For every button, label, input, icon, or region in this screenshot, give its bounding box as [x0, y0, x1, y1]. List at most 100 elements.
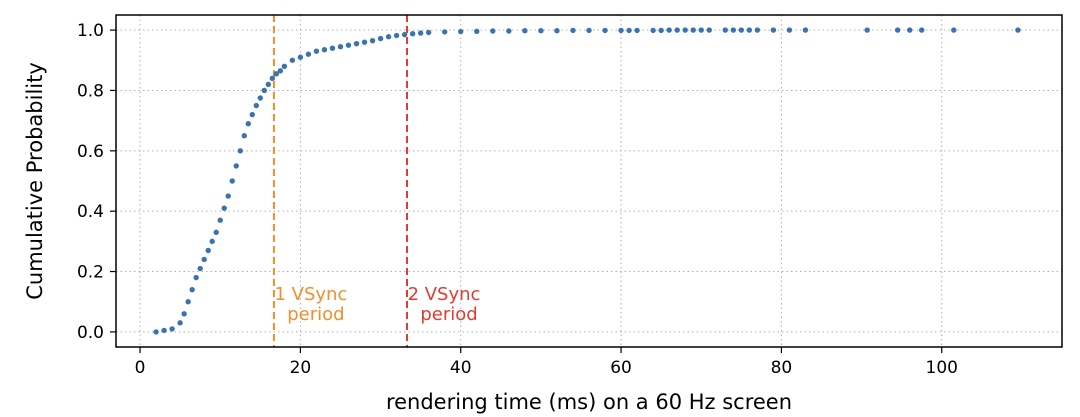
- data-point: [177, 320, 183, 326]
- data-point: [169, 326, 175, 332]
- data-point: [1015, 27, 1021, 33]
- data-point: [345, 42, 352, 48]
- data-point: [185, 299, 191, 305]
- data-point: [919, 27, 925, 33]
- data-point: [361, 39, 368, 45]
- grid-lines: [116, 15, 1062, 347]
- vsync-label-line2: period: [420, 304, 477, 325]
- data-point: [257, 95, 264, 101]
- data-point: [458, 28, 464, 35]
- data-point: [393, 32, 400, 39]
- data-point: [730, 27, 737, 33]
- data-point: [273, 71, 280, 77]
- x-tick-label: 0: [135, 358, 146, 378]
- data-point: [409, 31, 416, 37]
- data-point: [602, 27, 608, 34]
- data-point: [313, 48, 320, 54]
- data-point: [249, 111, 255, 118]
- data-point: [385, 34, 392, 40]
- data-point: [490, 28, 496, 34]
- data-point: [237, 148, 243, 154]
- data-point: [153, 329, 159, 335]
- data-point: [329, 45, 336, 51]
- data-point: [377, 35, 384, 42]
- data-point: [225, 193, 231, 199]
- data-point: [626, 27, 632, 34]
- vsync-label-line1: 1 VSync: [274, 284, 347, 305]
- data-point: [706, 27, 712, 33]
- data-point: [289, 57, 296, 63]
- data-point: [674, 27, 680, 33]
- data-point: [261, 87, 268, 94]
- y-tick-label: 0.0: [77, 323, 104, 343]
- data-point: [281, 63, 288, 70]
- data-point: [570, 27, 576, 34]
- vsync-lines: [272, 15, 409, 347]
- data-point: [241, 133, 247, 139]
- data-points: [153, 27, 1021, 335]
- data-point: [181, 311, 187, 317]
- data-point: [269, 75, 276, 82]
- data-point: [205, 247, 211, 254]
- data-point: [802, 27, 809, 33]
- data-point: [297, 54, 304, 60]
- data-point: [161, 327, 167, 334]
- data-point: [618, 27, 624, 34]
- data-point: [197, 265, 203, 272]
- data-point: [265, 81, 272, 88]
- data-point: [221, 205, 227, 211]
- data-point: [554, 27, 560, 34]
- data-point: [754, 27, 761, 33]
- data-point: [253, 102, 259, 109]
- data-point: [634, 27, 640, 34]
- data-point: [770, 27, 777, 33]
- y-tick-label: 0.8: [77, 81, 104, 101]
- data-point: [417, 30, 424, 36]
- data-point: [666, 27, 672, 33]
- data-point: [201, 256, 207, 263]
- data-point: [189, 286, 195, 293]
- data-point: [538, 27, 544, 34]
- y-tick-label: 0.6: [77, 142, 104, 162]
- data-point: [682, 27, 688, 33]
- data-point: [506, 28, 512, 34]
- data-point: [698, 27, 704, 33]
- data-point: [213, 229, 219, 236]
- data-point: [894, 27, 901, 33]
- data-point: [401, 31, 408, 38]
- data-point: [209, 238, 215, 245]
- x-tick-label: 80: [771, 358, 793, 378]
- vsync-label-line1: 2 VSync: [408, 284, 481, 305]
- data-point: [786, 27, 793, 33]
- x-tick-label: 60: [610, 358, 632, 378]
- data-point: [277, 68, 284, 74]
- data-point: [337, 43, 344, 50]
- data-point: [951, 27, 957, 33]
- data-point: [474, 28, 480, 34]
- data-point: [650, 27, 656, 34]
- data-point: [245, 120, 251, 127]
- y-axis-ticks: 0.0 0.2 0.4 0.6 0.8 1.0: [77, 21, 116, 343]
- data-point: [217, 217, 223, 223]
- data-point: [441, 29, 448, 35]
- data-point: [586, 27, 592, 34]
- data-point: [353, 40, 360, 47]
- y-tick-label: 0.2: [77, 263, 104, 283]
- data-point: [906, 27, 913, 33]
- data-point: [369, 37, 376, 44]
- data-point: [305, 51, 312, 57]
- data-point: [193, 274, 199, 281]
- data-point: [864, 27, 870, 33]
- y-axis-label: Cumulative Probability: [23, 62, 47, 300]
- y-tick-label: 1.0: [77, 21, 104, 41]
- data-point: [229, 178, 235, 184]
- x-axis-label: rendering time (ms) on a 60 Hz screen: [386, 390, 792, 414]
- data-point: [658, 27, 664, 34]
- data-point: [746, 27, 753, 33]
- data-point: [722, 27, 728, 33]
- data-point: [321, 47, 328, 53]
- x-tick-label: 100: [926, 358, 958, 378]
- data-point: [738, 27, 745, 33]
- data-point: [233, 163, 239, 169]
